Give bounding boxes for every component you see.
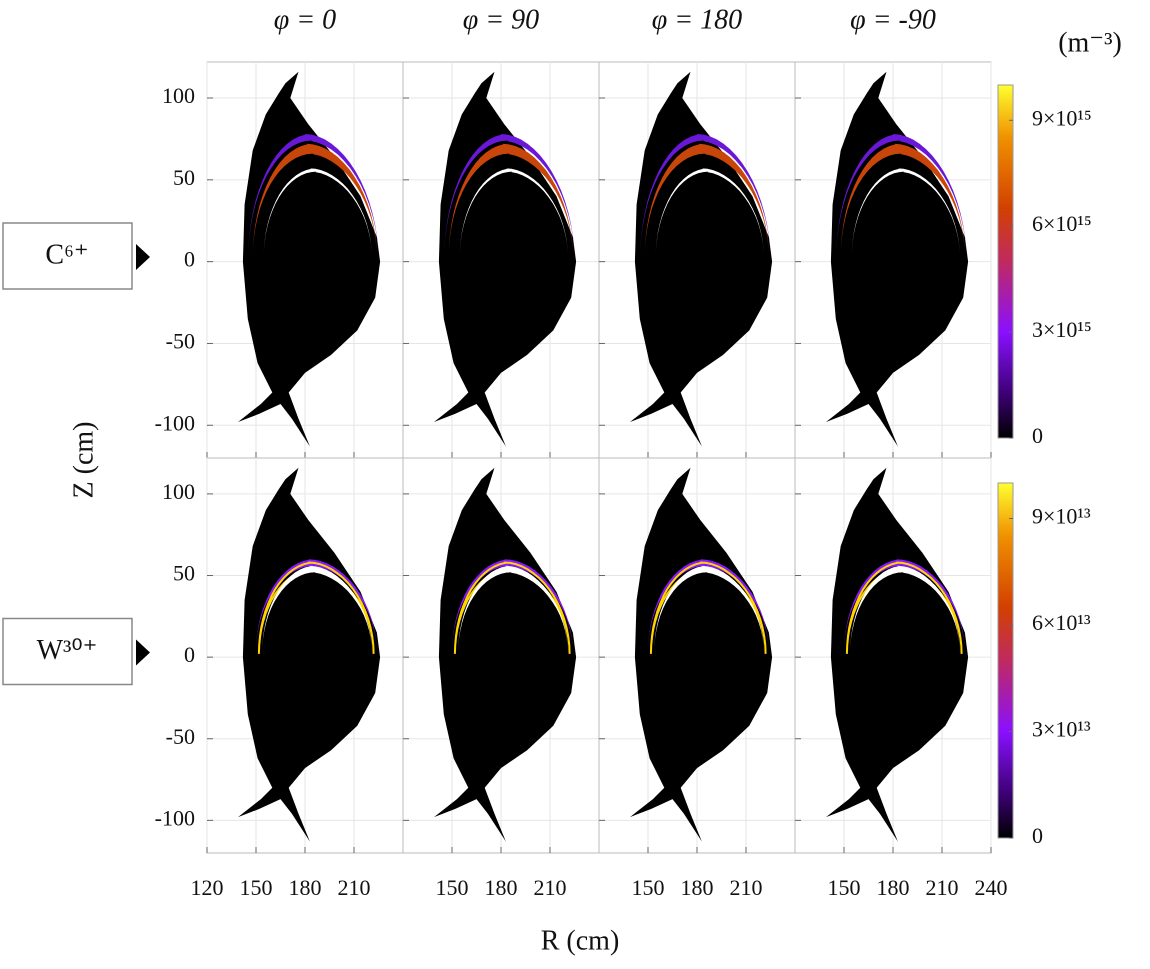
x-tick-label: 120 bbox=[191, 875, 224, 900]
x-tick-label: 150 bbox=[828, 875, 861, 900]
separatrix-region bbox=[434, 71, 577, 447]
x-tick-label: 210 bbox=[730, 875, 763, 900]
row-label: W³⁰⁺ bbox=[37, 635, 98, 666]
x-tick-label: 150 bbox=[632, 875, 665, 900]
y-tick-label: 0 bbox=[184, 247, 195, 272]
x-tick-label: 210 bbox=[926, 875, 959, 900]
colorbar-tick-label: 3×10¹³ bbox=[1032, 717, 1091, 742]
separatrix-region bbox=[630, 467, 773, 842]
row-label-box bbox=[2, 222, 133, 290]
separatrix-region bbox=[826, 71, 969, 447]
y-tick-label: 50 bbox=[173, 561, 195, 586]
column-title: φ = -90 bbox=[850, 4, 936, 35]
column-title: φ = 180 bbox=[652, 4, 742, 35]
x-tick-label: 150 bbox=[240, 875, 273, 900]
density-core bbox=[654, 565, 764, 654]
separatrix-region bbox=[630, 71, 773, 447]
colorbar-tick-label: 9×10¹⁵ bbox=[1032, 105, 1092, 130]
x-tick-label: 180 bbox=[485, 875, 518, 900]
density-core bbox=[262, 565, 372, 654]
colorbar-tick-label: 3×10¹⁵ bbox=[1032, 317, 1092, 342]
x-tick-label: 210 bbox=[338, 875, 371, 900]
x-tick-label: 210 bbox=[534, 875, 567, 900]
colorbar-tick-label: 6×10¹⁵ bbox=[1032, 211, 1092, 236]
x-tick-label: 180 bbox=[681, 875, 714, 900]
row-label-box bbox=[2, 617, 133, 686]
y-tick-label: 50 bbox=[173, 165, 195, 190]
colorbar-tick-label: 9×10¹³ bbox=[1032, 504, 1091, 529]
density-band bbox=[840, 143, 965, 259]
x-tick-label: 240 bbox=[975, 875, 1008, 900]
column-title: φ = 0 bbox=[274, 4, 336, 35]
colorbar bbox=[997, 84, 1014, 439]
colorbar-tick-label: 0 bbox=[1032, 823, 1043, 848]
separatrix-region bbox=[238, 467, 381, 842]
separatrix-region bbox=[434, 467, 577, 842]
separatrix-region bbox=[238, 71, 381, 447]
y-tick-label: -50 bbox=[166, 329, 195, 354]
y-tick-label: 0 bbox=[184, 642, 195, 667]
density-band bbox=[644, 143, 769, 259]
colorbar-unit: (m⁻³) bbox=[1058, 27, 1122, 58]
colorbar-tick-label: 0 bbox=[1032, 423, 1043, 448]
x-tick-label: 180 bbox=[289, 875, 322, 900]
x-tick-label: 150 bbox=[436, 875, 469, 900]
density-band bbox=[252, 143, 377, 259]
column-title: φ = 90 bbox=[463, 4, 539, 35]
colorbar bbox=[997, 482, 1014, 839]
row-label-arrow bbox=[136, 244, 150, 270]
x-axis-label: R (cm) bbox=[541, 925, 620, 956]
row-label: C⁶⁺ bbox=[45, 239, 88, 270]
y-tick-label: 100 bbox=[162, 479, 195, 504]
y-tick-label: -100 bbox=[155, 410, 195, 435]
row-label-arrow bbox=[136, 639, 150, 666]
y-tick-label: 100 bbox=[162, 83, 195, 108]
y-tick-label: -50 bbox=[166, 724, 195, 749]
y-tick-label: -100 bbox=[155, 805, 195, 830]
density-band bbox=[448, 143, 573, 259]
y-axis-label: Z (cm) bbox=[68, 422, 99, 499]
colorbar-tick-label: 6×10¹³ bbox=[1032, 610, 1091, 635]
density-core bbox=[850, 565, 960, 654]
density-core bbox=[458, 565, 568, 654]
separatrix-region bbox=[826, 467, 969, 842]
x-tick-label: 180 bbox=[877, 875, 910, 900]
